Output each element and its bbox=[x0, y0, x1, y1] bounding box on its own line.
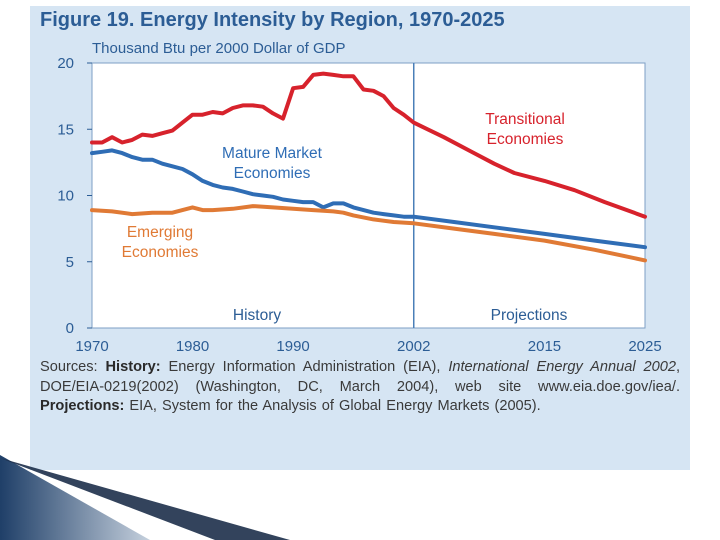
series-label-emerging: Emerging bbox=[127, 224, 193, 241]
sources-projections-label: Projections: bbox=[40, 398, 125, 415]
region-label-history: History bbox=[233, 307, 281, 324]
x-tick-label: 2002 bbox=[397, 338, 430, 355]
sources-note: Sources: History: Energy Information Adm… bbox=[40, 358, 680, 417]
x-tick-label: 2015 bbox=[528, 338, 561, 355]
corner-swoosh-large bbox=[0, 455, 150, 540]
series-label-mature: Mature Market bbox=[222, 145, 323, 162]
y-tick-label: 5 bbox=[66, 254, 74, 271]
x-tick-label: 1970 bbox=[75, 338, 108, 355]
y-tick-label: 0 bbox=[66, 320, 74, 337]
plot-area bbox=[91, 62, 646, 329]
y-tick-label: 10 bbox=[57, 188, 74, 205]
sources-history-text: Energy Information Administration (EIA), bbox=[160, 359, 449, 375]
sources-publication: International Energy Annual 2002 bbox=[448, 359, 676, 375]
sources-history-text2: , DOE/EIA-0219(2002) (Washington, DC, Ma… bbox=[40, 359, 681, 395]
region-label-projections: Projections bbox=[491, 307, 568, 324]
sources-history-label: History: bbox=[105, 359, 161, 375]
figure-title: Figure 19. Energy Intensity by Region, 1… bbox=[40, 9, 505, 31]
x-tick-label: 1980 bbox=[176, 338, 209, 355]
sources-prefix: Sources: bbox=[40, 359, 106, 375]
corner-swoosh-thin bbox=[0, 458, 290, 540]
series-line-transitional bbox=[90, 71, 647, 219]
sources-projections-text: EIA, System for the Analysis of Global E… bbox=[124, 398, 541, 415]
series-line-emerging bbox=[90, 204, 647, 263]
x-tick-label: 2025 bbox=[628, 338, 661, 355]
series-label-mature: Economies bbox=[234, 165, 311, 182]
series-label-transitional: Transitional bbox=[485, 111, 565, 128]
y-tick-label: 15 bbox=[57, 121, 74, 138]
series-line-mature bbox=[90, 148, 647, 250]
series-label-transitional: Economies bbox=[487, 131, 564, 148]
y-axis-label: Thousand Btu per 2000 Dollar of GDP bbox=[92, 40, 346, 57]
y-tick-label: 20 bbox=[57, 55, 74, 72]
series-label-emerging: Economies bbox=[122, 244, 199, 261]
x-tick-label: 1990 bbox=[276, 338, 309, 355]
